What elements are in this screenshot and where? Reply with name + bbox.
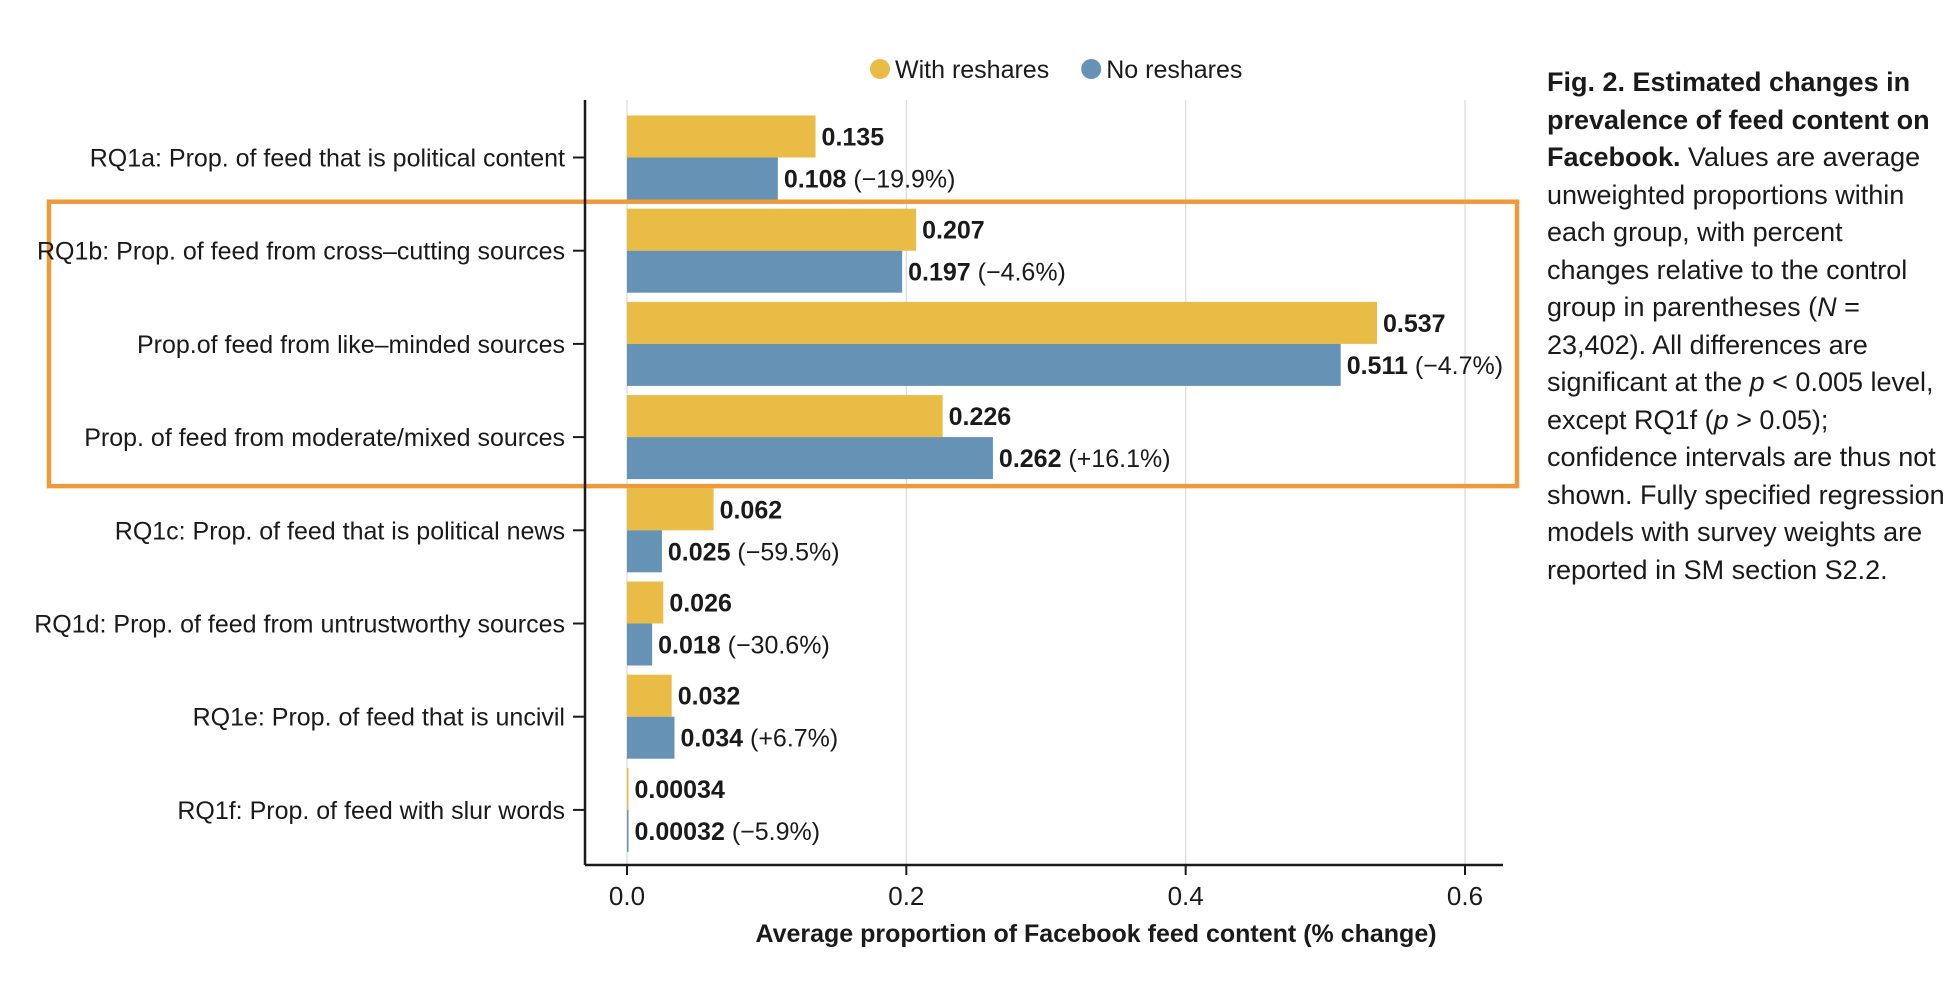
value-label-no-reshares: 0.034 (+6.7%) (680, 725, 838, 753)
value-number: 0.207 (922, 217, 985, 245)
bars-group (627, 115, 1378, 852)
bar-no-reshares (627, 530, 662, 573)
category-label: RQ1e: Prop. of feed that is uncivil (193, 704, 565, 732)
x-axis-title: Average proportion of Facebook feed cont… (755, 920, 1436, 948)
caption-p-symbol-2: p (1713, 404, 1729, 435)
value-number: 0.018 (658, 632, 721, 660)
x-tick-label: 0.4 (1168, 881, 1204, 911)
value-label-with-reshares: 0.135 (822, 124, 885, 152)
category-label: Prop.of feed from like–minded sources (137, 331, 565, 359)
bar-no-reshares (627, 716, 675, 759)
percent-change: (−4.6%) (971, 259, 1066, 287)
figure-caption: Fig. 2. Estimated changes in prevalence … (1547, 64, 1947, 589)
x-tick-label: 0.6 (1447, 881, 1483, 911)
value-label-with-reshares: 0.032 (678, 683, 741, 711)
caption-body-3: < 0.005 level, except RQ1f ( (1547, 367, 1934, 435)
x-tick-label: 0.2 (888, 881, 924, 911)
value-number: 0.026 (669, 590, 732, 618)
value-label-no-reshares: 0.00032 (−5.9%) (635, 818, 821, 846)
highlight-box-group (46, 199, 1520, 489)
value-number: 0.034 (680, 725, 743, 753)
value-number: 0.00034 (635, 776, 725, 804)
value-label-with-reshares: 0.226 (949, 403, 1012, 431)
percent-change: (+16.1%) (1061, 445, 1170, 473)
legend-swatch-with-reshares (870, 59, 890, 79)
value-label-with-reshares: 0.537 (1383, 310, 1446, 338)
value-label-with-reshares: 0.062 (720, 496, 783, 524)
percent-change: (−59.5%) (730, 538, 839, 566)
value-number: 0.511 (1347, 352, 1408, 380)
category-label: RQ1c: Prop. of feed that is political ne… (115, 517, 565, 545)
bar-with-reshares (627, 115, 816, 158)
value-labels-group: 0.135 0.108 (−19.9%) 0.207 0.197 (−4.6%) 0.5… (635, 124, 1504, 846)
category-label: RQ1b: Prop. of feed from cross–cutting s… (37, 238, 565, 266)
value-number: 0.00032 (635, 818, 725, 846)
caption-title: Fig. 2. Estimated changes in prevalence … (1547, 67, 1930, 172)
category-labels-group: RQ1a: Prop. of feed that is political co… (34, 145, 585, 825)
bar-no-reshares (627, 343, 1341, 386)
axes-group: 0.0 0.2 0.4 0.6 Average proportion of Facebo… (583, 100, 1503, 948)
percent-change: (−30.6%) (721, 632, 830, 660)
value-label-no-reshares: 0.018 (−30.6%) (658, 632, 830, 660)
bar-with-reshares (627, 581, 664, 624)
category-label: RQ1d: Prop. of feed from untrustworthy s… (34, 611, 565, 639)
value-label-with-reshares: 0.026 (669, 590, 732, 618)
bar-with-reshares (627, 301, 1378, 344)
bar-no-reshares (627, 809, 629, 852)
caption-body-2: = 23,402). All differences are significa… (1547, 292, 1868, 397)
value-label-with-reshares: 0.207 (922, 217, 985, 245)
value-number: 0.025 (668, 538, 731, 566)
bar-with-reshares (627, 395, 943, 438)
percent-change: (+6.7%) (743, 725, 838, 753)
value-number: 0.032 (678, 683, 741, 711)
bar-with-reshares (627, 208, 917, 251)
legend: With reshares No reshares (870, 56, 1242, 84)
value-number: 0.262 (999, 445, 1062, 473)
bar-no-reshares (627, 250, 903, 293)
legend-label-no-reshares: No reshares (1106, 56, 1242, 84)
value-number: 0.135 (822, 124, 885, 152)
bar-with-reshares (627, 674, 672, 717)
caption-body-4: > 0.05); confidence intervals are thus n… (1547, 404, 1945, 585)
value-label-no-reshares: 0.197 (−4.6%) (908, 259, 1066, 287)
bar-with-reshares (627, 767, 629, 810)
bar-no-reshares (627, 437, 993, 480)
value-number: 0.197 (908, 259, 971, 287)
category-label: RQ1f: Prop. of feed with slur words (177, 797, 565, 825)
legend-swatch-no-reshares (1081, 59, 1102, 79)
percent-change: (−19.9%) (846, 166, 955, 194)
value-number: 0.537 (1383, 310, 1446, 338)
percent-change: (−4.7%) (1408, 352, 1503, 380)
value-label-no-reshares: 0.262 (+16.1%) (999, 445, 1171, 473)
percent-change: (−5.9%) (725, 818, 820, 846)
bar-no-reshares (627, 623, 653, 666)
caption-n-symbol: N (1817, 292, 1837, 322)
bar-with-reshares (627, 488, 714, 531)
x-tick-label: 0.0 (609, 881, 645, 911)
category-label: RQ1a: Prop. of feed that is political co… (90, 145, 565, 173)
value-number: 0.108 (784, 166, 847, 194)
value-label-no-reshares: 0.025 (−59.5%) (668, 538, 840, 566)
value-label-no-reshares: 0.511 (−4.7%) (1347, 352, 1503, 380)
category-label: Prop. of feed from moderate/mixed source… (84, 424, 565, 452)
value-label-no-reshares: 0.108 (−19.9%) (784, 166, 956, 194)
legend-label-with-reshares: With reshares (895, 56, 1049, 84)
bar-chart: 0.135 0.108 (−19.9%) 0.207 0.197 (−4.6%) 0.5… (34, 56, 1520, 948)
value-label-with-reshares: 0.00034 (635, 776, 725, 804)
caption-body-1: Values are average unweighted proportion… (1547, 142, 1921, 322)
bar-no-reshares (627, 157, 778, 200)
value-number: 0.226 (949, 403, 1012, 431)
value-number: 0.062 (720, 496, 783, 524)
highlight-box (46, 199, 1520, 489)
caption-p-symbol-1: p (1749, 367, 1765, 397)
